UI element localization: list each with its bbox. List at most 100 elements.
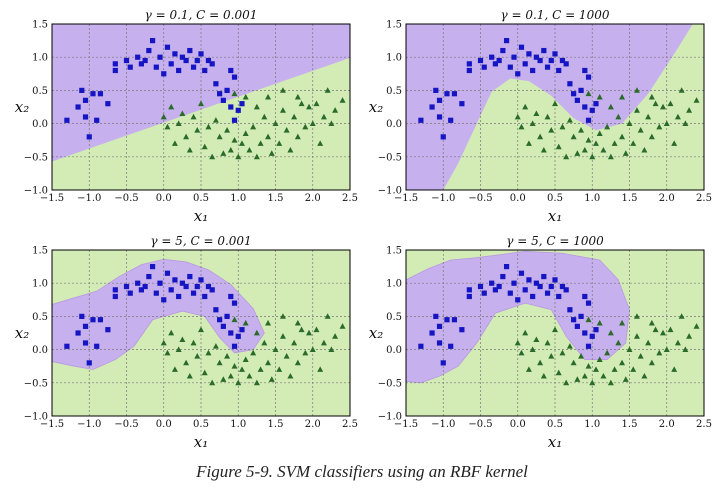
- triangle-point: [529, 120, 536, 126]
- square-point: [94, 343, 100, 349]
- triangle-point: [242, 130, 249, 136]
- square-point: [198, 277, 204, 283]
- triangle-point: [265, 93, 272, 100]
- square-point: [578, 87, 584, 93]
- triangle-point: [291, 113, 298, 120]
- triangle-point: [261, 339, 268, 346]
- square-point: [194, 283, 200, 290]
- square-point: [518, 44, 525, 50]
- triangle-point: [611, 366, 618, 372]
- x-tick-label: 1.5: [622, 419, 638, 430]
- triangle-point: [660, 329, 667, 336]
- square-point: [205, 57, 212, 64]
- triangle-point: [175, 120, 182, 126]
- square-point: [418, 117, 424, 123]
- square-point: [231, 343, 238, 349]
- triangle-point: [339, 323, 346, 329]
- x-tick-label: 0.5: [547, 419, 563, 430]
- triangle-point: [216, 359, 223, 366]
- triangle-point: [615, 339, 622, 346]
- square-point: [481, 290, 487, 296]
- square-point: [563, 61, 569, 67]
- triangle-point: [298, 100, 305, 107]
- triangle-point: [279, 87, 286, 93]
- triangle-point: [607, 153, 614, 160]
- square-point: [526, 51, 532, 57]
- triangle-point: [667, 100, 674, 107]
- triangle-point: [332, 333, 339, 339]
- triangle-point: [518, 349, 525, 356]
- triangle-point: [257, 140, 264, 146]
- triangle-point: [261, 113, 268, 120]
- square-point: [500, 273, 506, 280]
- plot-frame: [405, 249, 705, 417]
- triangle-point: [600, 372, 607, 379]
- chart-title: γ = 0.1, C = 0.001: [145, 8, 258, 22]
- triangle-point: [552, 326, 558, 333]
- square-point: [82, 97, 89, 103]
- square-point: [224, 313, 230, 319]
- x-tick-label: −1.0: [431, 193, 455, 204]
- triangle-point: [682, 346, 689, 352]
- triangle-point: [317, 366, 324, 372]
- square-point: [489, 54, 495, 60]
- triangle-point: [201, 143, 208, 150]
- triangle-point: [216, 133, 223, 140]
- triangle-point: [224, 127, 231, 133]
- square-point: [127, 64, 133, 70]
- triangle-point: [622, 376, 629, 382]
- triangle-point: [238, 366, 245, 372]
- x-tick-label: −1.0: [77, 193, 101, 204]
- square-point: [79, 313, 85, 319]
- square-point: [168, 61, 174, 67]
- square-point: [123, 57, 130, 64]
- square-point: [105, 101, 111, 107]
- square-point: [205, 283, 212, 290]
- square-point: [217, 91, 223, 97]
- triangle-point: [585, 316, 592, 323]
- triangle-point: [633, 313, 640, 319]
- triangle-point: [648, 359, 655, 366]
- triangle-point: [268, 376, 275, 382]
- square-point: [172, 51, 178, 57]
- y-tick-label: −0.5: [378, 378, 402, 389]
- square-point: [86, 360, 92, 366]
- chart-title: γ = 5, C = 0.001: [150, 234, 251, 248]
- triangle-point: [633, 333, 640, 339]
- triangle-point: [663, 120, 670, 126]
- triangle-point: [227, 146, 234, 153]
- triangle-point: [555, 143, 562, 150]
- triangle-point: [570, 133, 577, 140]
- square-point: [522, 61, 528, 67]
- triangle-point: [540, 372, 547, 379]
- triangle-point: [294, 319, 301, 326]
- y-tick-label: 1.5: [386, 20, 402, 31]
- square-point: [90, 91, 96, 97]
- triangle-point: [671, 366, 678, 372]
- square-point: [436, 323, 443, 329]
- triangle-point: [205, 349, 212, 356]
- square-point: [176, 293, 182, 300]
- x-tick-label: −1.5: [40, 193, 64, 204]
- x-tick-label: 0.5: [193, 419, 209, 430]
- y-tick-label: 0.0: [32, 119, 48, 130]
- square-point: [112, 293, 118, 300]
- triangle-point: [578, 353, 585, 359]
- square-point: [481, 64, 487, 70]
- square-point: [135, 54, 141, 60]
- x-axis-label: x₁: [548, 433, 562, 451]
- x-tick-label: 2.0: [305, 419, 321, 430]
- triangle-point: [253, 153, 260, 160]
- triangle-point: [238, 140, 245, 146]
- triangle-point: [250, 349, 257, 356]
- y-tick-label: 0.0: [32, 345, 48, 356]
- square-point: [436, 97, 443, 103]
- triangle-point: [671, 140, 678, 146]
- plot-frame: [51, 249, 351, 417]
- y-tick-label: −0.5: [24, 378, 48, 389]
- square-point: [94, 117, 100, 123]
- square-point: [492, 61, 498, 67]
- square-point: [228, 67, 234, 74]
- square-point: [567, 307, 573, 313]
- square-point: [466, 61, 472, 67]
